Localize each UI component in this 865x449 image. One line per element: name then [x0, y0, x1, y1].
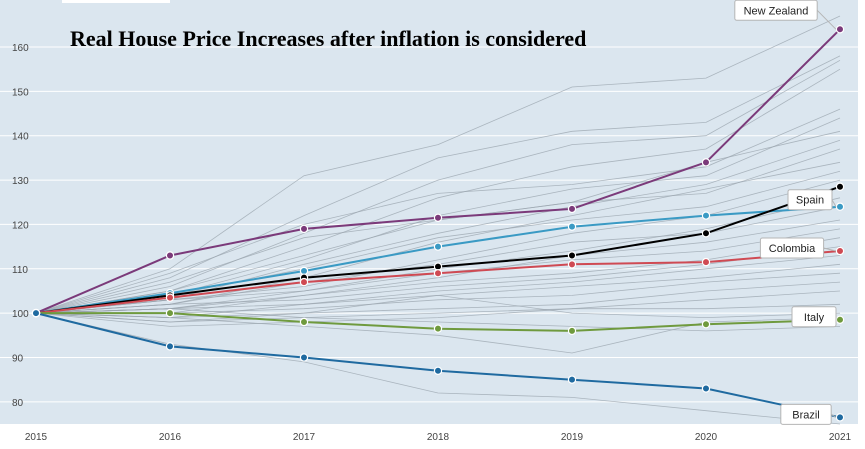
- data-point-brazil: [299, 353, 309, 362]
- series-label-text: Brazil: [792, 409, 820, 421]
- series-label-spain: Spain: [787, 189, 837, 211]
- y-tick-label: 120: [12, 220, 29, 231]
- x-axis-ticks: 2015 2016 2017 2018 2019 2020 2021: [25, 432, 852, 443]
- y-tick-label: 140: [12, 132, 29, 143]
- data-point-new-zealand: [567, 204, 577, 214]
- data-point-colombia: [835, 246, 845, 256]
- background-series-line: [35, 15, 841, 314]
- data-point-new-zealand: [299, 224, 309, 234]
- y-tick-label: 100: [12, 309, 29, 320]
- y-tick-label: 130: [12, 176, 29, 187]
- x-tick-label: 2019: [561, 432, 584, 443]
- data-point-brazil: [31, 308, 41, 318]
- chart-title: Real House Price Increases after inflati…: [70, 26, 586, 51]
- background-series-line: [35, 59, 841, 314]
- data-point-brazil: [165, 342, 175, 351]
- data-point-italy: [567, 326, 577, 336]
- series-label-text: Colombia: [769, 243, 816, 255]
- series-points: [31, 25, 845, 422]
- data-point-spain: [701, 211, 711, 220]
- data-point-unlabeled: [835, 182, 845, 191]
- data-point-colombia: [433, 269, 443, 278]
- x-tick-label: 2015: [25, 432, 48, 443]
- background-series-line: [35, 108, 841, 314]
- series-label-text: Italy: [804, 312, 825, 324]
- background-series-line: [35, 303, 841, 327]
- data-point-italy: [701, 320, 711, 329]
- y-tick-label: 150: [12, 87, 29, 98]
- data-point-italy: [299, 317, 309, 327]
- data-point-new-zealand: [835, 25, 845, 34]
- data-point-new-zealand: [701, 158, 711, 167]
- x-tick-label: 2021: [829, 432, 852, 443]
- series-label-colombia: Colombia: [759, 237, 837, 259]
- data-point-new-zealand: [433, 213, 443, 222]
- tab-accent: [62, 0, 170, 3]
- series-labels: New Zealand Spain Colombia Italy Brazil: [734, 0, 837, 425]
- data-point-spain: [433, 242, 443, 251]
- data-point-italy: [165, 308, 175, 318]
- data-point-colombia: [165, 293, 175, 302]
- background-series-line: [35, 55, 841, 314]
- data-point-colombia: [567, 260, 577, 269]
- data-point-new-zealand: [165, 251, 175, 260]
- x-tick-label: 2018: [427, 432, 450, 443]
- series-label-text: New Zealand: [744, 5, 809, 17]
- data-point-brazil: [835, 413, 845, 422]
- x-tick-label: 2016: [159, 432, 182, 443]
- data-point-spain: [835, 202, 845, 211]
- x-tick-label: 2020: [695, 432, 718, 443]
- background-series-line: [35, 294, 841, 323]
- y-tick-label: 90: [12, 353, 24, 364]
- data-point-colombia: [701, 257, 711, 267]
- x-tick-label: 2017: [293, 432, 316, 443]
- data-point-colombia: [299, 277, 309, 287]
- y-tick-label: 110: [12, 265, 28, 276]
- data-point-italy: [835, 315, 845, 324]
- background-series-line: [35, 308, 841, 332]
- data-point-brazil: [701, 384, 711, 393]
- data-point-unlabeled: [701, 229, 711, 238]
- series-label-new-zealand: New Zealand: [734, 0, 837, 30]
- data-point-spain: [567, 222, 577, 231]
- y-tick-label: 80: [12, 398, 24, 409]
- series-label-text: Spain: [796, 195, 824, 207]
- data-point-brazil: [433, 366, 443, 375]
- series-label-italy: Italy: [791, 306, 837, 328]
- plot-area: [0, 0, 858, 424]
- data-point-italy: [433, 324, 443, 333]
- data-point-unlabeled: [567, 251, 577, 260]
- y-axis-ticks: 80 90 100 110 120 130 140 150 160: [12, 43, 29, 409]
- series-label-brazil: Brazil: [780, 403, 837, 425]
- data-point-brazil: [567, 375, 577, 384]
- y-tick-label: 160: [12, 43, 29, 54]
